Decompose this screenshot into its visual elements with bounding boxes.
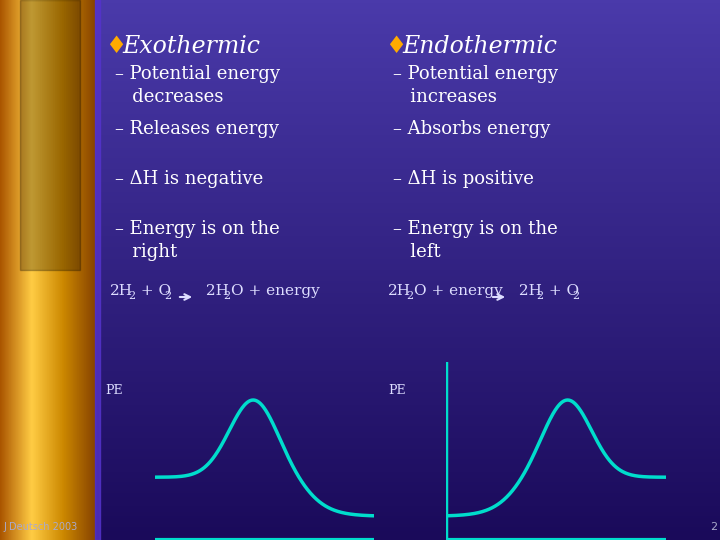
Text: Endothermic: Endothermic <box>402 35 557 58</box>
Text: – Potential energy
   increases: – Potential energy increases <box>393 65 558 106</box>
Text: J Deutsch 2003: J Deutsch 2003 <box>3 522 77 532</box>
Text: 2H: 2H <box>514 284 542 298</box>
Text: 2H: 2H <box>110 284 133 298</box>
Text: O + energy: O + energy <box>414 284 503 298</box>
Text: ♦: ♦ <box>105 35 126 58</box>
Text: 2: 2 <box>406 291 413 301</box>
Text: – ΔH is positive: – ΔH is positive <box>393 170 534 188</box>
Text: – ΔH is negative: – ΔH is negative <box>115 170 264 188</box>
Text: PE: PE <box>388 383 405 396</box>
Text: + O: + O <box>544 284 579 298</box>
Text: O + energy: O + energy <box>231 284 320 298</box>
Text: PE: PE <box>105 383 122 396</box>
Bar <box>20 0 80 270</box>
Text: 2H: 2H <box>201 284 229 298</box>
Text: 2: 2 <box>164 291 171 301</box>
Text: 2: 2 <box>536 291 543 301</box>
Text: 2: 2 <box>572 291 579 301</box>
Text: – Potential energy
   decreases: – Potential energy decreases <box>115 65 280 106</box>
Text: Exothermic: Exothermic <box>122 35 260 58</box>
Text: 2: 2 <box>128 291 135 301</box>
Text: – Absorbs energy: – Absorbs energy <box>393 120 550 138</box>
Text: 2H: 2H <box>388 284 411 298</box>
Text: 2: 2 <box>710 522 717 532</box>
Text: + O: + O <box>136 284 171 298</box>
Text: – Energy is on the
   left: – Energy is on the left <box>393 220 558 261</box>
Text: – Releases energy: – Releases energy <box>115 120 279 138</box>
Text: 2: 2 <box>223 291 230 301</box>
Text: – Energy is on the
   right: – Energy is on the right <box>115 220 280 261</box>
Text: ♦: ♦ <box>385 35 406 58</box>
Bar <box>95 0 100 540</box>
